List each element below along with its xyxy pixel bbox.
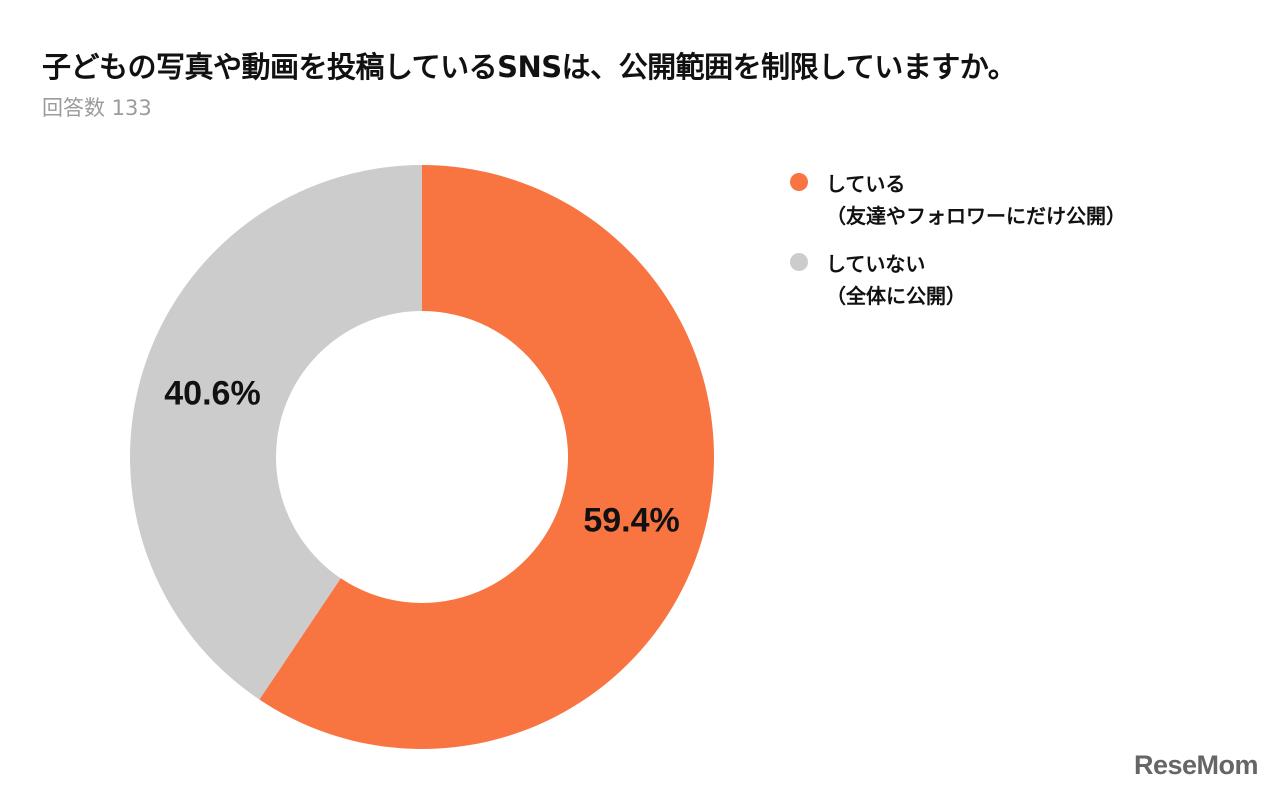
legend-sublabel-not-doing: （全体に公開） (826, 284, 966, 308)
slice-label-doing: 59.4% (583, 502, 679, 540)
legend-swatch-doing (790, 173, 808, 191)
slice-not-doing (130, 165, 422, 700)
slice-doing (259, 165, 715, 749)
legend-item-doing: している （友達やフォロワーにだけ公開） (790, 168, 1126, 232)
legend-label-doing: している (826, 172, 906, 196)
chart-subtitle: 回答数 133 (42, 96, 152, 120)
chart-legend: している （友達やフォロワーにだけ公開） していない （全体に公開） (790, 168, 1126, 328)
legend-sublabel-doing: （友達やフォロワーにだけ公開） (826, 204, 1126, 228)
watermark-logo: ReseMom (1133, 750, 1259, 780)
slice-label-not-doing: 40.6% (164, 374, 260, 412)
chart-title: 子どもの写真や動画を投稿しているSNSは、公開範囲を制限していますか。 (42, 50, 1017, 84)
legend-label-not-doing: していない (826, 252, 926, 276)
legend-swatch-not-doing (790, 253, 808, 271)
legend-item-not-doing: していない （全体に公開） (790, 248, 1126, 312)
